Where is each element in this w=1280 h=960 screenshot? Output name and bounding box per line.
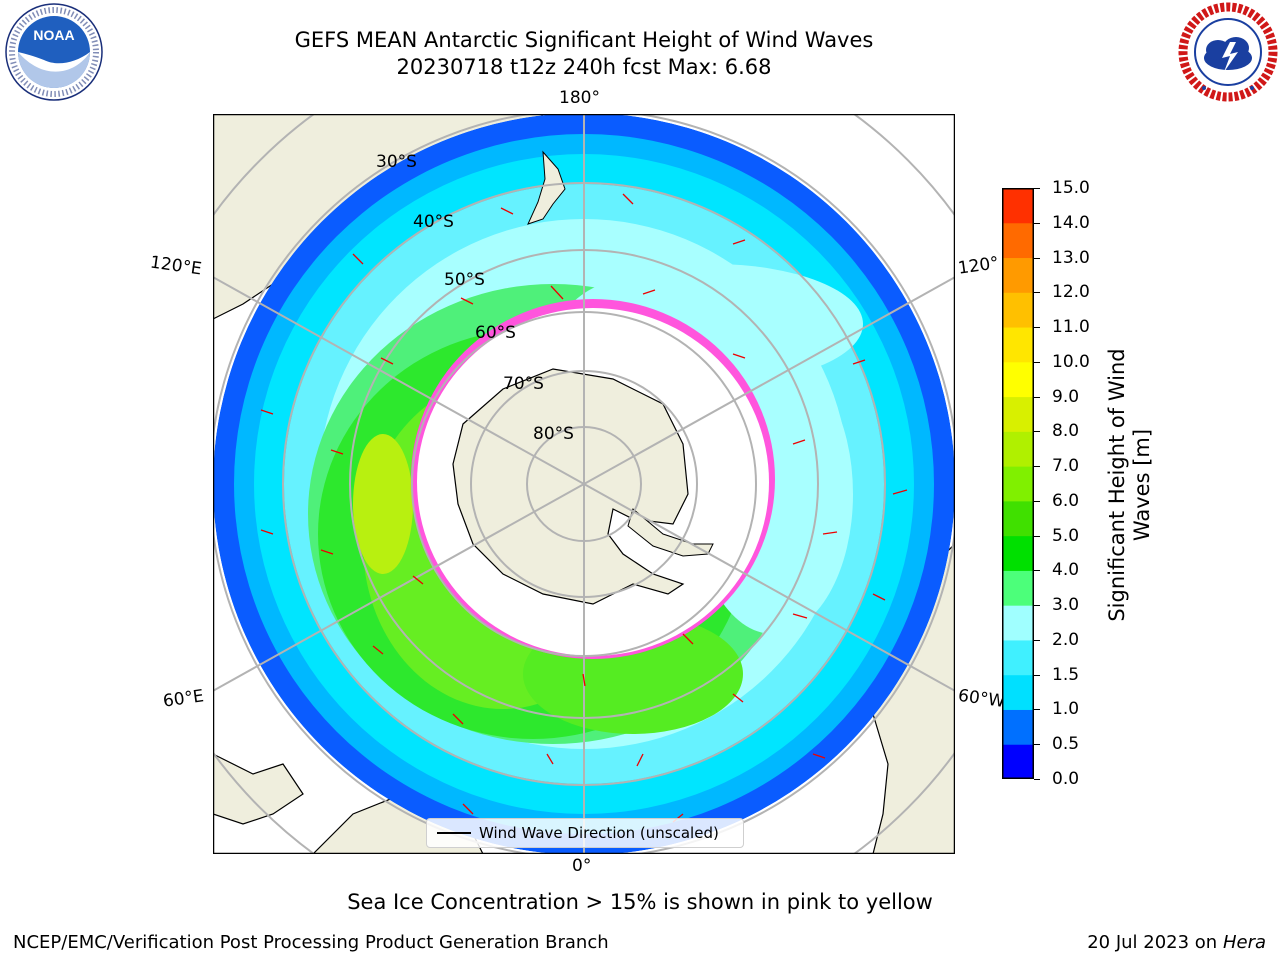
national-weather-service-logo xyxy=(1178,2,1278,102)
colorbar-band xyxy=(1002,709,1034,745)
colorbar-band xyxy=(1002,500,1034,537)
lon-label-bottom: 0° xyxy=(572,856,592,876)
colorbar-tick-label: 6.0 xyxy=(1052,490,1080,511)
colorbar-tick-mark xyxy=(1034,709,1040,711)
colorbar-tick-mark xyxy=(1034,361,1040,363)
lat-label-30s: 30°S xyxy=(376,152,417,172)
colorbar-tick-label: 2.0 xyxy=(1052,629,1080,650)
colorbar-band xyxy=(1002,361,1034,398)
lat-label-70s: 70°S xyxy=(503,374,544,394)
colorbar-tick-label: 0.5 xyxy=(1052,734,1080,755)
colorbar-tick-mark xyxy=(1034,500,1040,502)
chart-subtitle: 20230718 t12z 240h fcst Max: 6.68 xyxy=(396,55,772,79)
colorbar-tick-mark xyxy=(1034,327,1040,329)
noaa-logo-text: NOAA xyxy=(33,27,74,43)
lat-label-50s: 50°S xyxy=(444,270,485,290)
lon-label-lower-right: 60°W xyxy=(956,685,1007,713)
colorbar-tick-mark xyxy=(1034,431,1040,433)
colorbar-tick-mark xyxy=(1034,779,1040,780)
colorbar-tick-label: 7.0 xyxy=(1052,456,1080,477)
colorbar-tick-label: 3.0 xyxy=(1052,595,1080,616)
colorbar-band xyxy=(1002,639,1034,676)
colorbar-tick-label: 0.0 xyxy=(1052,769,1080,789)
colorbar-band xyxy=(1002,535,1034,571)
colorbar-band xyxy=(1002,674,1034,710)
colorbar-title: Significant Height of Wind Waves [m] xyxy=(1105,348,1154,622)
colorbar-tick-mark xyxy=(1034,222,1040,224)
colorbar-tick-label: 5.0 xyxy=(1052,525,1080,546)
lon-label-upper-left: 120°E xyxy=(148,252,203,280)
legend-label: Wind Wave Direction (unscaled) xyxy=(479,824,719,842)
colorbar-band xyxy=(1002,222,1034,259)
colorbar-tick-mark xyxy=(1034,639,1040,641)
colorbar-tick-label: 12.0 xyxy=(1052,282,1090,303)
colorbar-tick-mark xyxy=(1034,466,1040,468)
footer-credit: NCEP/EMC/Verification Post Processing Pr… xyxy=(13,932,609,953)
lon-label-lower-left: 60°E xyxy=(161,686,206,712)
colorbar-tick-label: 4.0 xyxy=(1052,560,1080,581)
colorbar-tick-label: 11.0 xyxy=(1052,317,1090,338)
lon-label-top: 180° xyxy=(559,88,600,108)
lat-label-80s: 80°S xyxy=(533,424,574,444)
colorbar-tick-mark xyxy=(1034,257,1040,259)
colorbar-band xyxy=(1002,431,1034,467)
colorbar-frame xyxy=(1002,188,1034,779)
africa-land xyxy=(213,753,304,825)
colorbar-tick-mark xyxy=(1034,570,1040,572)
colorbar-band xyxy=(1002,570,1034,606)
colorbar-tick-label: 9.0 xyxy=(1052,386,1080,407)
colorbar-tick-label: 10.0 xyxy=(1052,351,1090,372)
colorbar-band xyxy=(1002,605,1034,641)
colorbar-band xyxy=(1002,744,1034,780)
map-legend: Wind Wave Direction (unscaled) xyxy=(426,818,744,848)
colorbar-tick-mark xyxy=(1034,292,1040,294)
colorbar-band xyxy=(1002,396,1034,432)
polar-map xyxy=(212,113,956,855)
colorbar-tick-mark xyxy=(1034,535,1040,537)
lat-label-60s: 60°S xyxy=(475,323,516,343)
colorbar-band xyxy=(1002,257,1034,293)
footer-date: 20 Jul 2023 on Hera xyxy=(1087,932,1266,953)
antarctica-land xyxy=(452,368,689,605)
colorbar-band xyxy=(1002,327,1034,363)
colorbar-tick-label: 8.0 xyxy=(1052,421,1080,442)
colorbar-tick-label: 1.5 xyxy=(1052,664,1080,685)
lon-label-upper-right: 120°W xyxy=(956,253,1000,279)
chart-title: GEFS MEAN Antarctic Significant Height o… xyxy=(294,28,874,52)
footer-host: Hera xyxy=(1222,932,1266,953)
colorbar-band xyxy=(1002,188,1034,224)
sea-ice-note: Sea Ice Concentration > 15% is shown in … xyxy=(347,890,933,914)
lat-label-40s: 40°S xyxy=(413,212,454,232)
footer-date-text: 20 Jul 2023 on xyxy=(1087,932,1223,953)
noaa-logo: NOAA xyxy=(4,2,104,102)
colorbar-tick-mark xyxy=(1034,674,1040,676)
colorbar xyxy=(1002,188,1034,780)
colorbar-tick-mark xyxy=(1034,188,1040,189)
colorbar-band xyxy=(1002,466,1034,502)
colorbar-tick-label: 1.0 xyxy=(1052,699,1080,720)
wave-direction-arrows xyxy=(260,193,908,823)
colorbar-tick-mark xyxy=(1034,605,1040,607)
colorbar-tick-label: 14.0 xyxy=(1052,212,1090,233)
colorbar-tick-mark xyxy=(1034,744,1040,746)
colorbar-band xyxy=(1002,292,1034,328)
graticule xyxy=(213,114,955,854)
colorbar-tick-label: 13.0 xyxy=(1052,247,1090,268)
colorbar-tick-mark xyxy=(1034,396,1040,398)
legend-line-sample xyxy=(437,832,471,834)
colorbar-tick-label: 15.0 xyxy=(1052,178,1090,198)
